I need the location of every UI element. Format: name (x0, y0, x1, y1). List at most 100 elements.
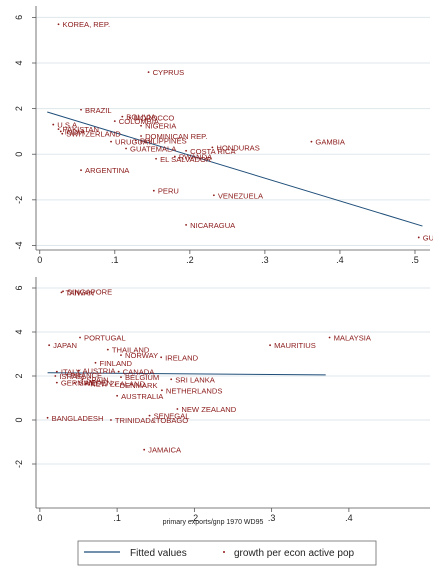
data-point (148, 414, 151, 417)
data-point (113, 120, 116, 123)
point-label: INDIA (65, 127, 86, 136)
legend-box (77, 540, 377, 566)
legend-point-swatch (223, 551, 225, 553)
point-label: MALAYSIA (334, 334, 372, 343)
y-tick-label: 0 (14, 152, 24, 157)
point-label: ISRAEL (59, 372, 86, 381)
point-label: ARGENTINA (85, 166, 130, 175)
data-point (173, 155, 176, 158)
data-point (117, 370, 120, 373)
point-label: EL SALVADOR (160, 155, 212, 164)
data-point (57, 23, 60, 26)
point-label: JAPAN (53, 341, 77, 350)
point-label: NEW ZEALAND (90, 380, 145, 389)
point-label: GAMBIA (315, 138, 345, 147)
point-label: PAKISTAN (63, 125, 99, 134)
data-point (57, 128, 60, 131)
point-label: NEW ZEALAND (181, 405, 236, 414)
point-label: BRAZIL (85, 106, 112, 115)
y-tick-label: -2 (14, 460, 24, 468)
data-point (81, 378, 84, 381)
point-label: BELGIUM (125, 373, 159, 382)
data-point (269, 344, 271, 347)
point-label: KOREA, REP. (63, 20, 111, 29)
data-point (66, 374, 68, 376)
data-point (114, 383, 117, 386)
point-label: ITALY (61, 368, 81, 377)
plot-area (36, 6, 430, 250)
x-tick-label: .2 (186, 255, 194, 265)
data-point (62, 290, 64, 293)
point-label: SWEDEN (79, 379, 112, 388)
data-point (140, 124, 142, 127)
point-label: NORWAY (125, 351, 158, 360)
point-label: CYPRUS (153, 68, 185, 77)
y-tick-label: -2 (14, 196, 24, 204)
y-tick-label: 6 (14, 15, 24, 20)
data-point (143, 448, 146, 451)
data-point (161, 389, 163, 392)
point-label: GU (423, 233, 433, 242)
point-label: SWITZERLAND (66, 130, 121, 139)
data-point (120, 376, 122, 378)
x-tick-label: .5 (411, 255, 419, 265)
x-tick-label: .4 (336, 255, 344, 265)
data-point (77, 369, 80, 372)
x-axis-title: primary exports/gnp 1970 WD95 (163, 519, 264, 526)
point-label: THAILAND (112, 346, 150, 355)
data-point (185, 224, 187, 226)
point-label: MAURITIUS (274, 341, 316, 350)
point-label: SRI LANKA (175, 375, 216, 384)
data-point (61, 132, 64, 135)
y-tick-label: 4 (14, 329, 24, 334)
point-label: FINLAND (99, 359, 132, 368)
y-tick-label: 4 (14, 61, 24, 66)
data-point (170, 378, 173, 381)
point-label: AUSTRIA (82, 367, 116, 376)
point-label: U.S.A. (57, 121, 79, 130)
point-label: JAMAICA (148, 446, 182, 455)
point-label: DENMARK (120, 381, 158, 390)
data-point (147, 71, 150, 74)
point-label: TRINIDAD&TOBAGO (115, 416, 188, 425)
data-point (310, 140, 313, 143)
data-point (160, 356, 163, 359)
data-point (152, 189, 155, 192)
y-tick-label: 2 (14, 373, 24, 378)
point-label: AUSTRALIA (121, 392, 164, 401)
data-point (212, 194, 215, 197)
data-point (73, 381, 76, 384)
data-point (85, 382, 88, 385)
point-label: SENEGAL (154, 412, 190, 421)
point-label: NIGERIA (145, 122, 177, 131)
data-point (120, 354, 122, 356)
point-label: FRANCE (71, 371, 102, 380)
legend: Fitted values growth per econ active pop (77, 540, 377, 566)
point-label: RWANDA (179, 153, 213, 162)
data-point (211, 146, 214, 149)
fitted-line (47, 372, 326, 376)
point-label: PERU (158, 187, 179, 196)
point-label: COLOMBIA (119, 117, 160, 126)
data-point (116, 394, 119, 397)
y-tick-label: 2 (14, 106, 24, 111)
data-point (185, 149, 187, 152)
data-point (155, 157, 157, 160)
point-label: NICARAGUA (190, 221, 236, 230)
legend-points-label: growth per econ active pop (234, 548, 355, 559)
y-tick-label: 0 (14, 417, 24, 422)
point-label: HONDURAS (216, 143, 259, 152)
x-tick-label: .1 (111, 255, 119, 265)
bottom-scatter-plot: -2 0 2 4 6 0 .1 .2 .3 .4 primary exports/gnp 1970 … (14, 277, 430, 526)
point-label: VENEZUELA (218, 191, 264, 200)
data-point (48, 344, 51, 347)
point-label: URUGUAY (115, 138, 152, 147)
x-tick-label: 0 (37, 255, 42, 265)
top-scatter-plot: -4 -2 0 2 4 6 0 .1 .2 .3 .4 .5 KOREA, REP. CYPRUS BRAZ… (14, 6, 433, 265)
data-point (417, 236, 420, 239)
y-tick-label: -4 (14, 241, 24, 249)
data-point (79, 336, 81, 339)
x-tick-label: 0 (37, 513, 42, 523)
data-point (94, 361, 97, 364)
